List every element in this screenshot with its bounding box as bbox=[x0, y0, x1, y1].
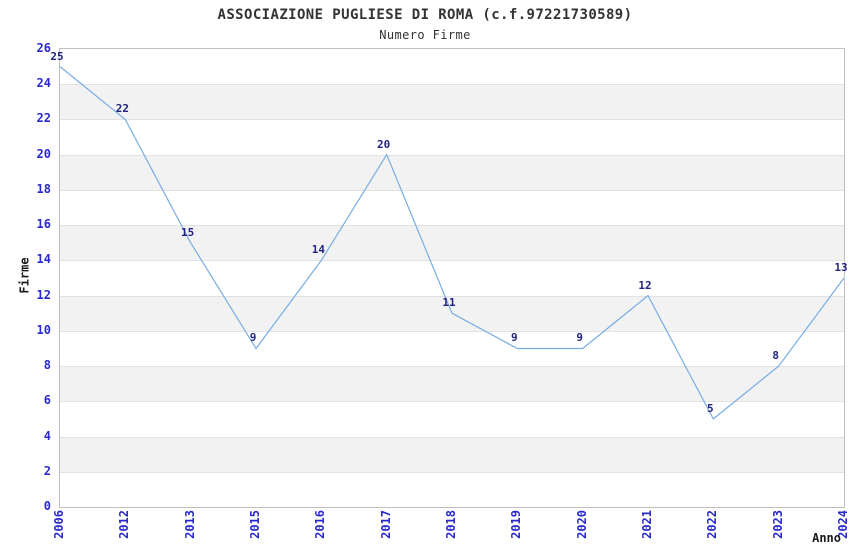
y-tick-label: 0 bbox=[43, 499, 51, 513]
x-tick-label: 2012 bbox=[117, 510, 132, 539]
y-tick-label: 12 bbox=[36, 287, 51, 302]
x-tick-label: 2019 bbox=[509, 510, 524, 539]
series-polyline bbox=[59, 66, 845, 420]
x-tick-label: 2021 bbox=[640, 510, 654, 539]
y-tick-label: 8 bbox=[43, 358, 51, 373]
data-point-label: 20 bbox=[377, 137, 391, 151]
gridline bbox=[60, 436, 844, 438]
y-tick-label: 16 bbox=[36, 217, 51, 232]
shaded-band bbox=[60, 436, 844, 472]
gridline bbox=[60, 471, 844, 473]
gridline bbox=[60, 154, 844, 156]
shaded-band bbox=[60, 366, 844, 402]
data-point-label: 22 bbox=[115, 102, 129, 116]
x-tick-label: 2013 bbox=[182, 510, 197, 539]
shaded-band bbox=[60, 84, 844, 120]
data-point-label: 9 bbox=[576, 331, 583, 345]
y-tick-label: 18 bbox=[36, 181, 51, 196]
y-tick-label: 22 bbox=[36, 111, 51, 126]
data-point-label: 8 bbox=[772, 349, 779, 363]
gridline bbox=[60, 84, 844, 86]
y-tick-label: 4 bbox=[43, 428, 51, 443]
data-point-label: 11 bbox=[442, 296, 456, 310]
gridline bbox=[60, 225, 844, 227]
y-tick-label: 26 bbox=[36, 41, 51, 55]
chart-subtitle: Numero Firme bbox=[379, 28, 471, 42]
x-tick-label: 2022 bbox=[705, 510, 720, 539]
line-series bbox=[59, 66, 845, 420]
data-point-label: 13 bbox=[834, 261, 848, 274]
x-tick-label: 2006 bbox=[52, 510, 66, 539]
y-tick-label: 6 bbox=[43, 393, 51, 408]
data-point-label: 25 bbox=[50, 49, 64, 63]
data-point-label: 9 bbox=[249, 331, 257, 345]
data-point-label: 14 bbox=[311, 243, 325, 257]
gridline bbox=[60, 119, 844, 121]
data-point-label: 12 bbox=[638, 278, 652, 292]
data-point-label: 5 bbox=[707, 401, 714, 415]
x-tick-label: 2017 bbox=[378, 510, 393, 539]
x-tick-label: 2016 bbox=[313, 510, 328, 539]
y-tick-label: 10 bbox=[36, 322, 51, 337]
data-point-label: 15 bbox=[181, 225, 195, 239]
y-tick-label: 20 bbox=[36, 146, 51, 161]
y-tick-label: 24 bbox=[36, 76, 51, 91]
gridline bbox=[60, 260, 844, 262]
y-tick-label: 14 bbox=[36, 252, 51, 267]
data-point-label: 9 bbox=[511, 331, 518, 345]
x-tick-label: 2023 bbox=[770, 510, 785, 539]
x-tick-label: 2018 bbox=[444, 510, 458, 539]
x-tick-label: 2015 bbox=[248, 510, 262, 539]
shaded-band bbox=[60, 154, 844, 190]
y-axis-title: Firme bbox=[17, 257, 32, 294]
gridline bbox=[60, 189, 844, 191]
y-tick-label: 2 bbox=[43, 463, 51, 478]
x-axis-title: Anno bbox=[812, 531, 841, 545]
x-tick-label: 2020 bbox=[574, 510, 589, 539]
gridline bbox=[60, 401, 844, 403]
gridline bbox=[60, 330, 844, 332]
chart-title: ASSOCIAZIONE PUGLIESE DI ROMA (c.f.97221… bbox=[217, 7, 633, 23]
gridline bbox=[60, 366, 844, 368]
gridline bbox=[60, 295, 844, 297]
plot-area bbox=[59, 48, 845, 508]
